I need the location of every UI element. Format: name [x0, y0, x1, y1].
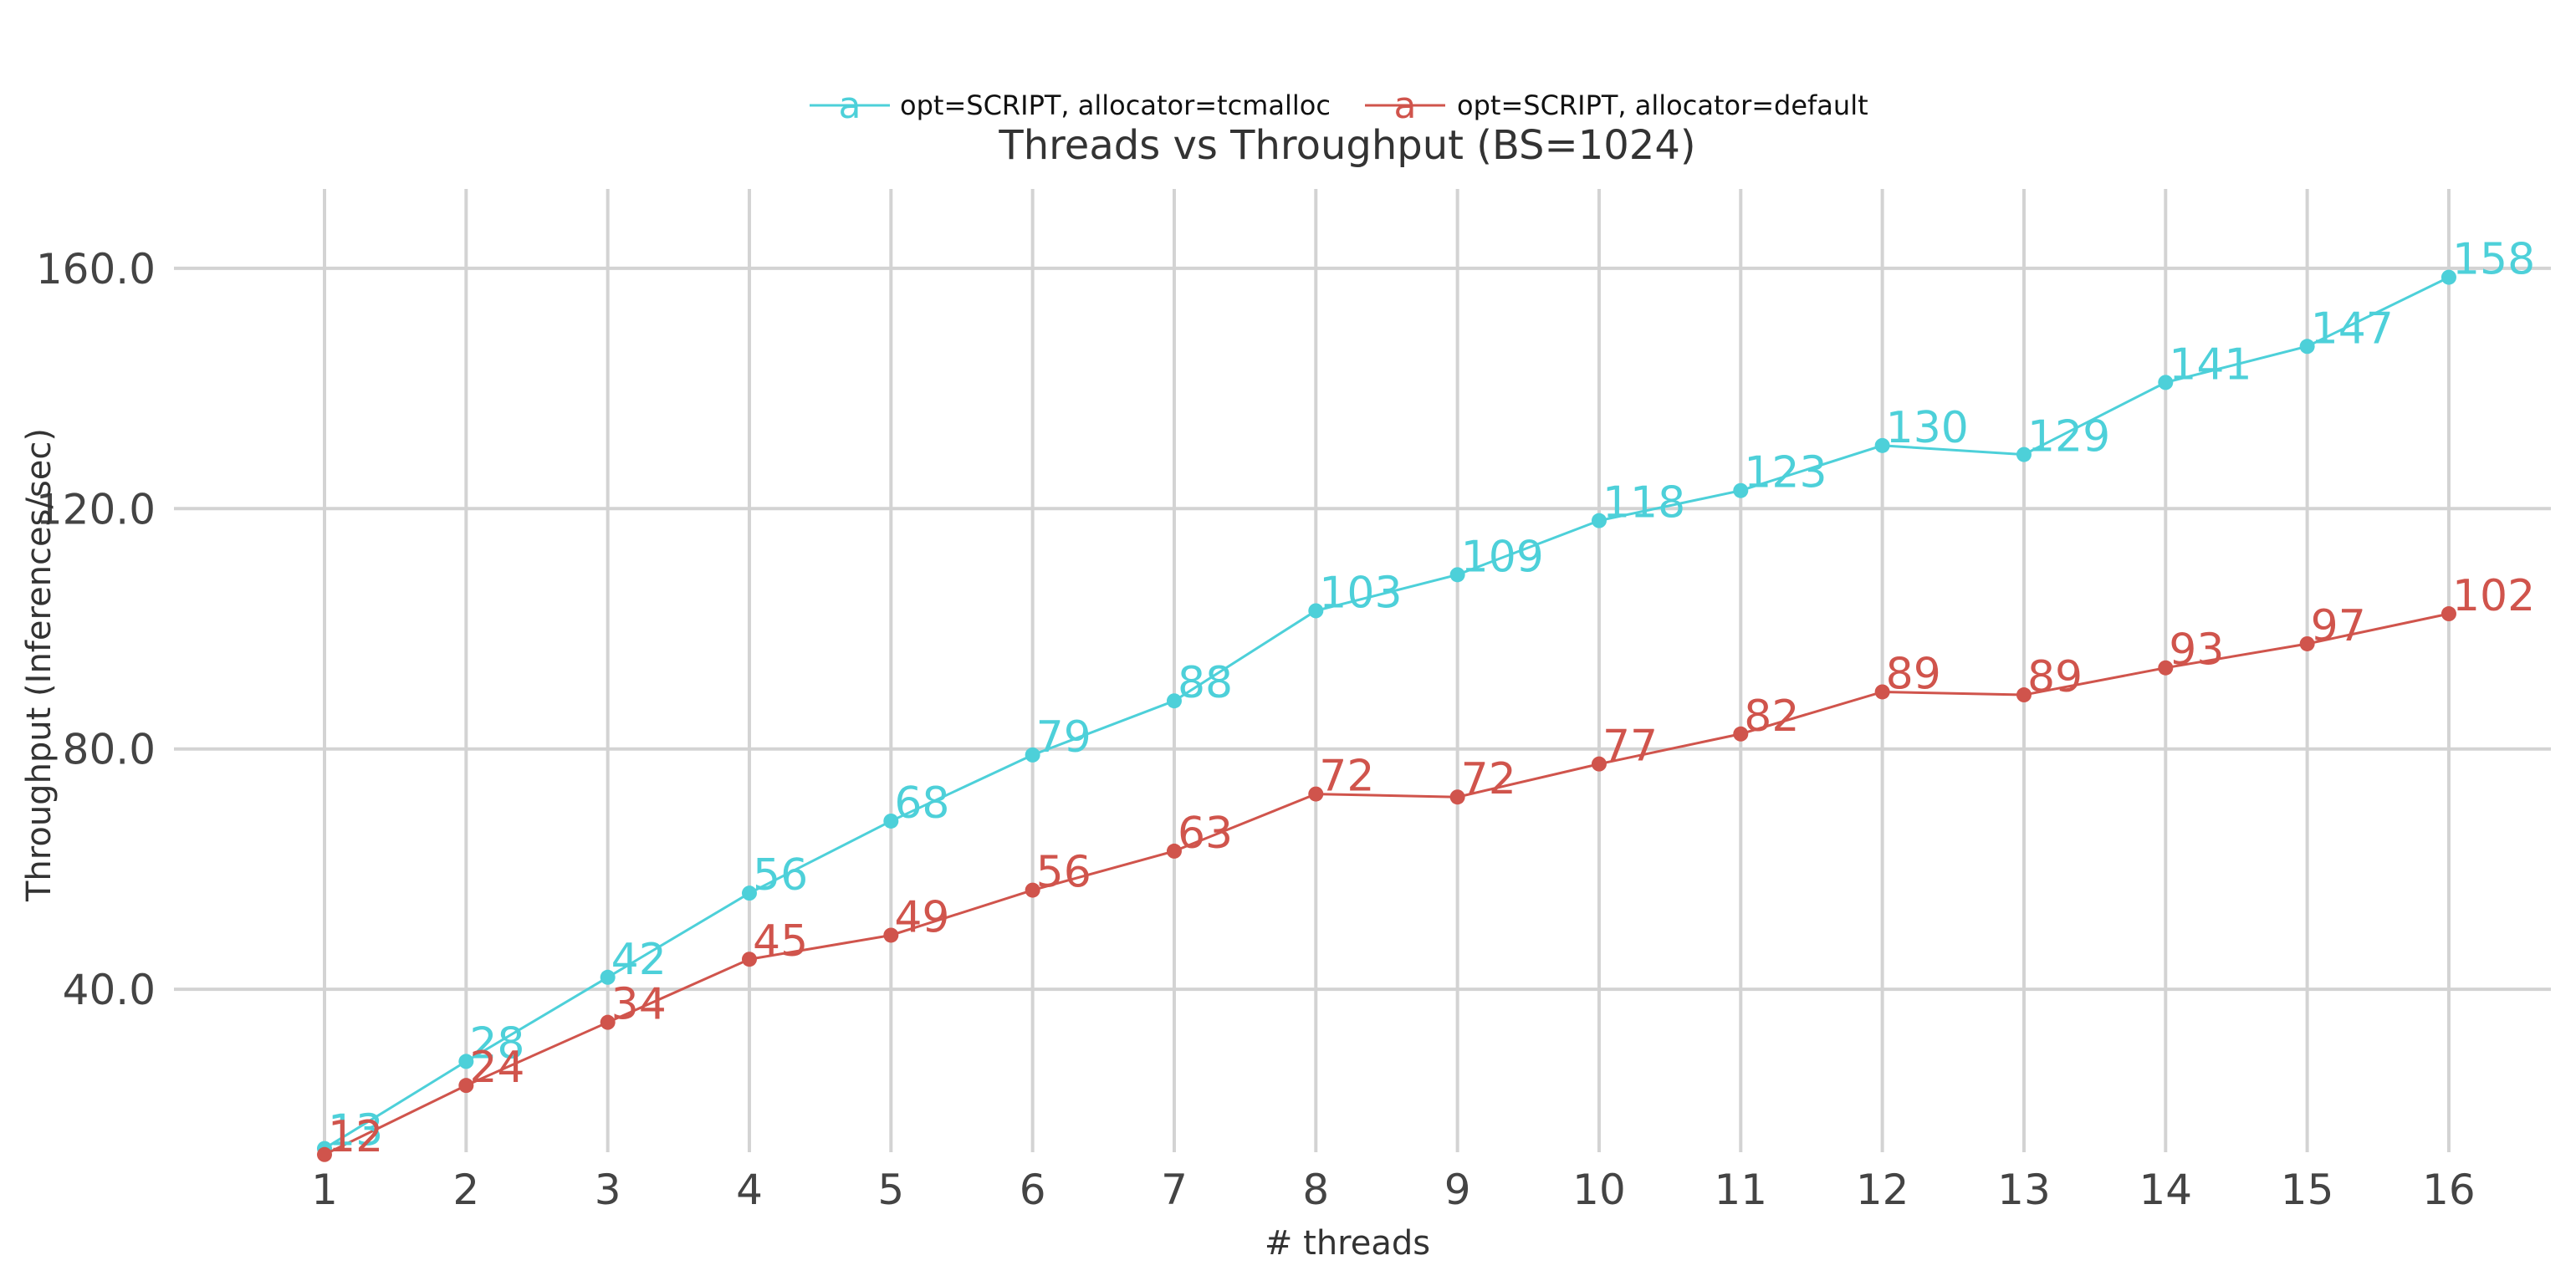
- data-point-default-11: [1733, 726, 1749, 742]
- data-label-tcmalloc-9: 109: [1461, 532, 1544, 582]
- data-label-default-1: 12: [328, 1112, 383, 1162]
- data-label-tcmalloc-4: 56: [753, 850, 808, 901]
- x-tick-label-9: 9: [1444, 1166, 1471, 1214]
- data-point-tcmalloc-4: [741, 885, 757, 901]
- data-label-tcmalloc-6: 79: [1036, 712, 1091, 763]
- data-label-tcmalloc-11: 123: [1744, 448, 1827, 498]
- data-point-default-4: [741, 952, 757, 967]
- x-tick-label-4: 4: [736, 1166, 763, 1214]
- x-tick-label-3: 3: [595, 1166, 621, 1214]
- legend-label-default: opt=SCRIPT, allocator=default: [1457, 89, 1868, 121]
- data-point-default-5: [883, 927, 899, 943]
- data-point-tcmalloc-9: [1449, 567, 1465, 583]
- data-point-default-15: [2299, 635, 2315, 651]
- data-label-default-7: 63: [1178, 809, 1233, 859]
- data-point-tcmalloc-14: [2158, 375, 2174, 390]
- y-axis-title: Throughput (Inferences/sec): [20, 428, 59, 902]
- data-label-tcmalloc-15: 147: [2311, 304, 2394, 354]
- data-point-tcmalloc-12: [1874, 437, 1890, 453]
- data-point-tcmalloc-15: [2299, 339, 2315, 355]
- data-point-tcmalloc-11: [1733, 482, 1749, 498]
- data-point-default-9: [1449, 789, 1465, 805]
- data-point-default-13: [2016, 687, 2032, 703]
- y-tick-label-160.0: 160.0: [36, 245, 156, 293]
- x-tick-label-12: 12: [1856, 1166, 1909, 1214]
- x-tick-label-2: 2: [452, 1166, 479, 1214]
- y-tick-label-120.0: 120.0: [36, 485, 156, 533]
- data-point-default-16: [2441, 606, 2456, 622]
- data-point-default-7: [1166, 843, 1182, 859]
- data-label-default-8: 72: [1319, 752, 1374, 802]
- legend: a opt=SCRIPT, allocator=tcmalloc a opt=S…: [810, 84, 1868, 127]
- data-label-default-16: 102: [2452, 571, 2535, 621]
- x-tick-label-6: 6: [1020, 1166, 1046, 1214]
- legend-glyph-default: a: [1394, 84, 1417, 127]
- data-point-tcmalloc-2: [458, 1054, 474, 1069]
- data-point-tcmalloc-13: [2016, 447, 2032, 462]
- data-point-tcmalloc-8: [1308, 603, 1324, 619]
- series-line-default: [324, 612, 2450, 1156]
- data-label-default-3: 34: [611, 980, 667, 1030]
- data-label-tcmalloc-10: 118: [1602, 478, 1685, 528]
- legend-item-default: a opt=SCRIPT, allocator=default: [1365, 84, 1868, 127]
- data-point-default-12: [1874, 684, 1890, 700]
- data-label-tcmalloc-13: 129: [2027, 412, 2110, 462]
- data-point-default-1: [317, 1146, 332, 1162]
- x-axis-title: # threads: [1265, 1224, 1430, 1263]
- data-label-tcmalloc-8: 103: [1319, 568, 1402, 618]
- data-label-default-11: 82: [1744, 691, 1799, 742]
- data-label-tcmalloc-14: 141: [2169, 339, 2251, 390]
- data-label-layer: 13 28 42 56 68 79 88 103 109 118 123 130 129 141 147 15…: [328, 235, 2535, 1162]
- data-label-default-15: 97: [2311, 601, 2366, 651]
- x-tick-label-8: 8: [1302, 1166, 1329, 1214]
- data-label-tcmalloc-3: 42: [611, 935, 667, 985]
- legend-glyph-tcmalloc: a: [839, 84, 861, 127]
- x-tick-label-15: 15: [2281, 1166, 2334, 1214]
- chart-title: Threads vs Throughput (BS=1024): [998, 122, 1695, 169]
- data-point-tcmalloc-5: [883, 813, 899, 829]
- x-tick-label-11: 11: [1714, 1166, 1767, 1214]
- data-label-tcmalloc-5: 68: [894, 778, 949, 829]
- x-tick-label-1: 1: [311, 1166, 338, 1214]
- data-label-default-12: 89: [1886, 649, 1941, 699]
- data-point-default-6: [1025, 882, 1040, 898]
- data-point-tcmalloc-10: [1591, 513, 1607, 528]
- data-point-tcmalloc-3: [600, 969, 616, 985]
- data-label-tcmalloc-12: 130: [1886, 403, 1969, 453]
- data-label-default-10: 77: [1602, 722, 1658, 772]
- data-point-default-10: [1591, 756, 1607, 772]
- data-point-tcmalloc-7: [1166, 693, 1182, 709]
- data-label-default-5: 49: [894, 892, 949, 942]
- data-label-default-13: 89: [2027, 652, 2083, 702]
- x-tick-label-5: 5: [877, 1166, 904, 1214]
- data-label-default-6: 56: [1036, 848, 1091, 898]
- data-label-tcmalloc-2: 28: [469, 1018, 524, 1069]
- data-point-tcmalloc-16: [2441, 269, 2456, 285]
- legend-label-tcmalloc: opt=SCRIPT, allocator=tcmalloc: [900, 89, 1331, 121]
- x-tick-label-14: 14: [2139, 1166, 2192, 1214]
- data-label-default-2: 24: [469, 1043, 524, 1093]
- series-line-tcmalloc: [324, 276, 2450, 1150]
- data-point-default-3: [600, 1014, 616, 1030]
- data-label-tcmalloc-7: 88: [1178, 658, 1233, 708]
- data-point-default-2: [458, 1078, 474, 1094]
- tick-layer: 1 2 3 4 5 6 7 8 9 10 11 12 13 14 15 1640.080.0120.0160.…: [36, 245, 2476, 1214]
- data-label-default-14: 93: [2169, 625, 2224, 676]
- data-label-default-9: 72: [1461, 754, 1516, 804]
- data-point-tcmalloc-6: [1025, 747, 1040, 763]
- y-tick-label-40.0: 40.0: [63, 966, 156, 1014]
- series-layer: [317, 269, 2456, 1162]
- x-tick-label-10: 10: [1572, 1166, 1626, 1214]
- data-label-default-4: 45: [753, 916, 808, 967]
- y-tick-label-80.0: 80.0: [63, 726, 156, 774]
- x-tick-label-13: 13: [1997, 1166, 2051, 1214]
- data-point-default-14: [2158, 660, 2174, 676]
- legend-item-tcmalloc: a opt=SCRIPT, allocator=tcmalloc: [810, 84, 1331, 127]
- data-point-default-8: [1308, 786, 1324, 802]
- data-label-tcmalloc-16: 158: [2452, 235, 2535, 285]
- data-label-tcmalloc-1: 13: [328, 1106, 383, 1156]
- x-tick-label-7: 7: [1161, 1166, 1188, 1214]
- x-tick-label-16: 16: [2422, 1166, 2476, 1214]
